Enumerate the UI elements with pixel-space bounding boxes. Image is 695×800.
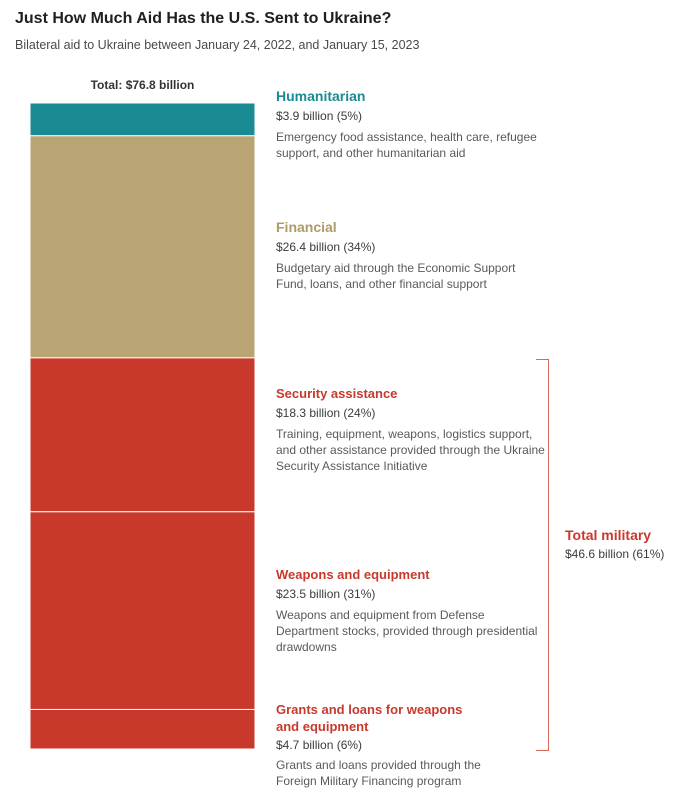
label-grants-loans: Grants and loans for weapons and equipme… bbox=[276, 701, 481, 789]
segment-description: Budgetary aid through the Economic Suppo… bbox=[276, 261, 516, 291]
chart-title: Just How Much Aid Has the U.S. Sent to U… bbox=[15, 10, 392, 27]
segment-description: Training, equipment, weapons, logistics … bbox=[276, 427, 545, 473]
bar-segment-weapons-equipment bbox=[29, 511, 256, 710]
label-humanitarian: Humanitarian $3.9 billion (5%) Emergency… bbox=[276, 88, 546, 161]
label-weapons-equipment: Weapons and equipment $23.5 billion (31%… bbox=[276, 566, 546, 655]
segment-name: Weapons and equipment bbox=[276, 567, 430, 582]
military-bracket bbox=[536, 359, 549, 751]
label-financial: Financial $26.4 billion (34%) Budgetary … bbox=[276, 219, 546, 292]
total-military-label: Total military $46.6 billion (61%) bbox=[565, 527, 664, 561]
segment-value: $26.4 billion (34%) bbox=[276, 240, 376, 254]
bar-segment-financial bbox=[29, 135, 256, 359]
segment-value: $3.9 billion (5%) bbox=[276, 109, 363, 123]
segment-value: $18.3 billion (24%) bbox=[276, 406, 376, 420]
bar-segment-security-assistance bbox=[29, 357, 256, 513]
segment-description: Weapons and equipment from Defense Depar… bbox=[276, 608, 538, 654]
label-security-assistance: Security assistance $18.3 billion (24%) … bbox=[276, 385, 546, 474]
military-total-value: $46.6 billion (61%) bbox=[565, 547, 665, 561]
segment-value: $23.5 billion (31%) bbox=[276, 587, 376, 601]
segment-name: Grants and loans for weapons and equipme… bbox=[276, 702, 463, 734]
segment-description: Grants and loans provided through the Fo… bbox=[276, 758, 481, 788]
total-label: Total: $76.8 billion bbox=[90, 78, 195, 92]
bar-segment-humanitarian bbox=[29, 102, 256, 137]
segment-name: Humanitarian bbox=[276, 88, 366, 104]
bar-segment-grants-loans bbox=[29, 708, 256, 750]
military-total-name: Total military bbox=[565, 527, 652, 543]
segment-name: Security assistance bbox=[276, 386, 398, 401]
segment-value: $4.7 billion (6%) bbox=[276, 738, 363, 752]
segment-name: Financial bbox=[276, 219, 337, 235]
chart-subtitle: Bilateral aid to Ukraine between January… bbox=[15, 38, 420, 52]
segment-description: Emergency food assistance, health care, … bbox=[276, 130, 537, 160]
